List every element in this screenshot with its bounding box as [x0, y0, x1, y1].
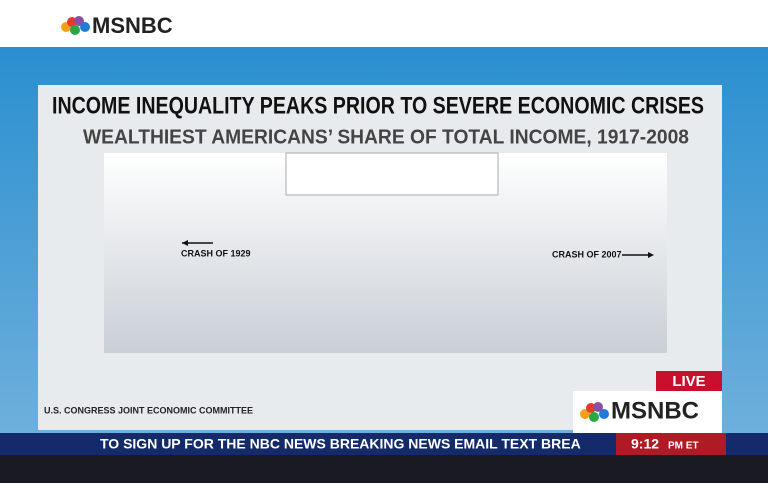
bug-peacock — [580, 402, 609, 422]
peacock — [61, 16, 90, 35]
live-box — [656, 371, 722, 391]
bug-box — [573, 391, 722, 433]
bottom-bar — [0, 455, 768, 483]
chart-subtitle: WEALTHIEST AMERICANS’ SHARE OF TOTAL INC… — [83, 126, 689, 148]
arrow-head — [648, 252, 654, 258]
source: U.S. CONGRESS JOINT ECONOMIC COMMITTEE — [44, 405, 253, 415]
legend-box — [285, 152, 499, 196]
chart-title: INCOME INEQUALITY PEAKS PRIOR TO SEVERE … — [52, 92, 704, 119]
ticker: TO SIGN UP FOR THE NBC NEWS BREAKING NEW… — [100, 436, 581, 452]
arrow-head — [182, 240, 188, 246]
time-suffix: PM ET — [668, 441, 699, 452]
annotation: CRASH OF 1929 — [181, 248, 251, 258]
time: 9:12 — [631, 436, 659, 452]
annotation: CRASH OF 2007 — [552, 249, 622, 259]
time-box — [616, 433, 726, 455]
bug-logo: MSNBC — [611, 397, 699, 424]
live: LIVE — [672, 373, 705, 390]
top-bar — [0, 0, 768, 47]
logo: MSNBC — [92, 13, 173, 38]
ticker-bar — [0, 433, 768, 455]
